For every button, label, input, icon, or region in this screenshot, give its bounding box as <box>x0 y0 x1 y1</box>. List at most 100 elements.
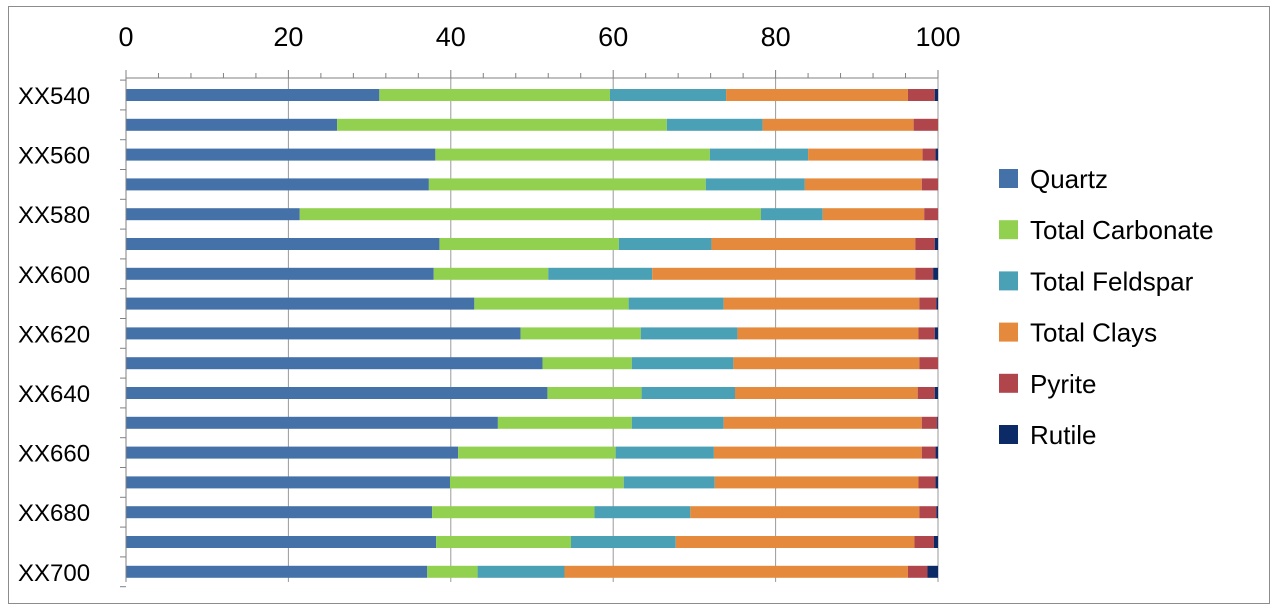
legend-label: Pyrite <box>1030 369 1096 399</box>
bar-segment-quartz <box>126 267 434 280</box>
bar-segment-pyrite <box>919 357 938 370</box>
bar-segment-pyrite <box>919 506 937 519</box>
bar-segment-quartz <box>126 387 548 399</box>
bar-segment-quartz <box>126 297 475 310</box>
bar-segment-total-clays <box>733 357 920 370</box>
bar-segment-total-feldspar <box>623 476 715 489</box>
bar-segment-total-feldspar <box>641 387 735 399</box>
bar-segment-pyrite <box>918 476 936 489</box>
bar-segment-total-feldspar <box>570 536 676 548</box>
bar-segment-quartz <box>126 148 436 161</box>
category-label: XX600 <box>18 262 90 289</box>
bar-segment-pyrite <box>915 267 934 280</box>
bar-segment-quartz <box>126 89 380 101</box>
bar-segment-quartz <box>126 476 450 489</box>
bar-segment-pyrite <box>919 297 937 310</box>
bar-segment-rutile <box>937 416 938 429</box>
bar-segment-rutile <box>936 506 938 519</box>
bar-segment-rutile <box>927 565 938 578</box>
bar-segment-rutile <box>933 267 938 280</box>
bar-segment-total-feldspar <box>477 565 565 578</box>
bar-segment-total-clays <box>723 297 920 310</box>
bar-segment-total-carbonate <box>547 387 642 399</box>
legend-label: Quartz <box>1030 164 1108 194</box>
bar-segment-pyrite <box>914 536 934 548</box>
bar-segment-pyrite <box>907 565 928 578</box>
bar-segment-rutile <box>934 89 938 101</box>
bar-segment-total-feldspar <box>628 297 724 310</box>
legend-label: Total Clays <box>1030 318 1157 348</box>
bar-segment-total-clays <box>690 506 920 519</box>
bar-segment-total-carbonate <box>299 208 761 221</box>
axes <box>120 70 939 588</box>
bar-segment-total-clays <box>564 565 908 578</box>
category-label: XX580 <box>18 202 90 229</box>
bar-segment-pyrite <box>907 89 935 101</box>
legend-swatch <box>999 271 1018 291</box>
category-label: XX640 <box>18 381 90 408</box>
bar-segment-rutile <box>934 387 938 399</box>
category-label: XX660 <box>18 441 90 468</box>
bar-segment-total-feldspar <box>709 148 809 161</box>
bars <box>126 89 938 578</box>
bar-segment-quartz <box>126 416 498 429</box>
legend-swatch <box>999 373 1018 393</box>
bar-segment-total-feldspar <box>548 267 653 280</box>
bar-segment-total-carbonate <box>432 506 595 519</box>
bar-segment-quartz <box>126 238 440 250</box>
bar-segment-quartz <box>126 178 429 191</box>
bar-segment-total-carbonate <box>497 416 632 429</box>
bar-segment-total-feldspar <box>640 327 738 340</box>
bar-segment-pyrite <box>924 208 938 221</box>
bar-segment-rutile <box>933 536 938 548</box>
bar-segment-total-carbonate <box>520 327 641 340</box>
bar-segment-total-clays <box>822 208 925 221</box>
bar-segment-total-clays <box>714 476 919 489</box>
legend-swatch <box>999 220 1018 240</box>
bar-segment-total-carbonate <box>449 476 624 489</box>
category-label: XX680 <box>18 500 90 527</box>
bar-segment-total-carbonate <box>435 148 710 161</box>
bar-segment-total-carbonate <box>427 565 478 578</box>
bar-segment-total-clays <box>762 118 914 131</box>
bar-segment-quartz <box>126 118 338 131</box>
bar-segment-total-carbonate <box>337 118 667 131</box>
legend-swatch <box>999 425 1018 444</box>
bar-segment-pyrite <box>915 238 935 250</box>
bar-segment-total-feldspar <box>631 416 724 429</box>
legend-label: Total Carbonate <box>1030 215 1214 245</box>
bar-segment-total-feldspar <box>705 178 805 191</box>
bar-segment-total-feldspar <box>618 238 712 250</box>
bar-segment-total-feldspar <box>615 446 714 459</box>
category-label: XX700 <box>18 560 90 587</box>
bar-segment-total-clays <box>808 148 923 161</box>
bar-segment-pyrite <box>913 118 938 131</box>
bar-segment-total-feldspar <box>631 357 734 370</box>
bar-segment-pyrite <box>917 387 935 399</box>
bar-segment-total-feldspar <box>666 118 763 131</box>
bar-segment-quartz <box>126 565 428 578</box>
bar-segment-pyrite <box>921 178 938 191</box>
bar-segment-quartz <box>126 536 437 548</box>
bar-segment-quartz <box>126 208 300 221</box>
bar-segment-total-clays <box>711 238 916 250</box>
bar-segment-total-clays <box>675 536 915 548</box>
bar-segment-total-carbonate <box>439 238 619 250</box>
x-tick-label: 20 <box>273 22 303 52</box>
bar-segment-quartz <box>126 357 543 370</box>
x-tick-label: 100 <box>915 22 960 52</box>
bar-segment-pyrite <box>918 327 935 340</box>
legend: Quartz Total Carbonate Total Feldspar Total… <box>999 164 1214 450</box>
legend-swatch <box>999 169 1018 188</box>
bar-segment-total-feldspar <box>760 208 823 221</box>
bar-segment-rutile <box>936 297 938 310</box>
bar-segment-total-clays <box>726 89 908 101</box>
bar-segment-total-clays <box>735 387 918 399</box>
bar-segment-total-clays <box>652 267 916 280</box>
bar-segment-pyrite <box>921 416 938 429</box>
bar-segment-rutile <box>934 327 938 340</box>
bar-segment-total-clays <box>723 416 922 429</box>
x-tick-label: 0 <box>118 22 133 52</box>
x-tick-label: 60 <box>598 22 628 52</box>
category-labels: XX540 XX560 XX580 XX600 XX620 XX640 XX660 XX680… <box>18 83 90 587</box>
